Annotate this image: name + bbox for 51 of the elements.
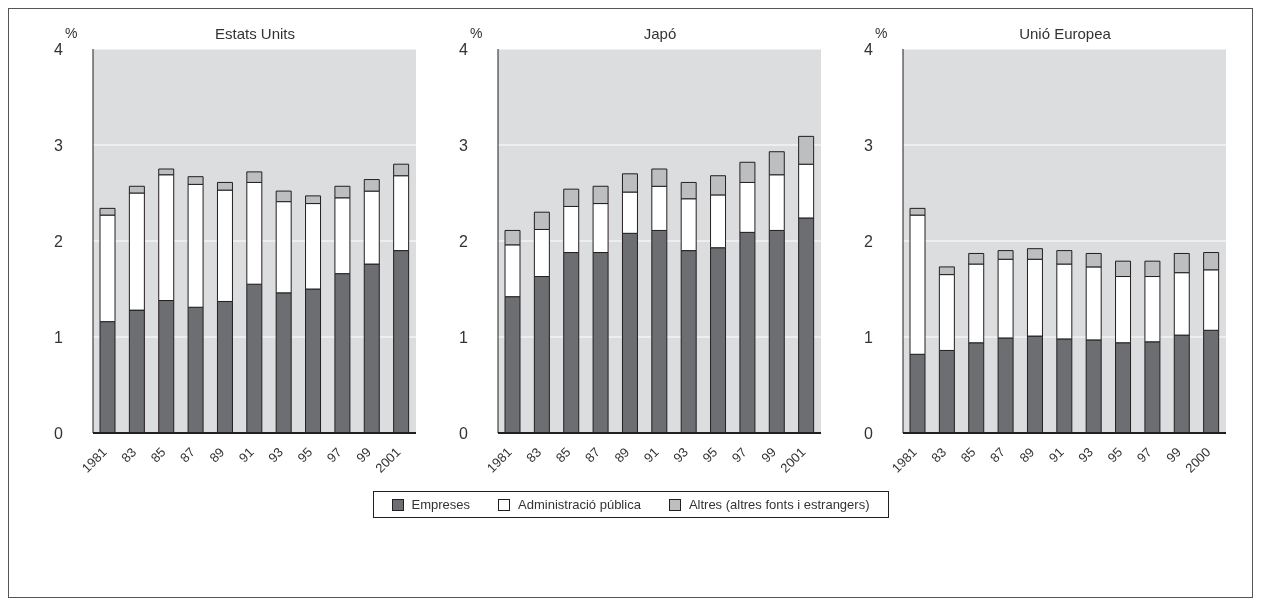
legend-label: Administració pública [517, 497, 641, 512]
y-axis-title: % [875, 25, 888, 41]
x-tick-label: 89 [611, 444, 633, 466]
y-tick-label: 0 [54, 424, 64, 442]
x-tick-label: 95 [699, 444, 721, 466]
y-tick-label: 1 [459, 328, 469, 346]
y-tick-label: 1 [864, 328, 874, 346]
y-tick-label: 2 [459, 232, 469, 250]
x-tick-label: 87 [582, 444, 603, 466]
x-tick-label: 83 [928, 444, 950, 466]
y-tick-label: 3 [54, 136, 64, 154]
x-tick-label: 95 [1104, 444, 1126, 466]
legend-label: Altres (altres fonts i estrangers) [687, 497, 870, 512]
x-tick-label: 93 [670, 444, 691, 466]
x-tick-label: 95 [294, 444, 316, 466]
chart-title: Unió Europea [1018, 25, 1112, 42]
x-tick-label: 89 [206, 444, 228, 466]
y-tick-label: 0 [864, 424, 874, 442]
x-tick-label: 85 [147, 444, 169, 466]
legend-label: Empreses [410, 497, 471, 512]
x-tick-label: 97 [323, 444, 345, 466]
y-tick-label: 4 [459, 40, 469, 58]
chart-title: Estats Units [214, 25, 296, 42]
x-tick-label: 85 [957, 444, 979, 466]
y-tick-label: 1 [54, 328, 64, 346]
y-tick-label: 2 [54, 232, 64, 250]
x-tick-label: 93 [265, 444, 286, 466]
x-tick-label: 97 [1133, 444, 1155, 466]
x-tick-label: 97 [728, 444, 750, 466]
y-tick-label: 3 [459, 136, 469, 154]
y-tick-label: 4 [54, 40, 64, 58]
x-tick-label: 91 [640, 444, 662, 466]
y-tick-label: 3 [864, 136, 874, 154]
x-tick-label: 89 [1016, 444, 1038, 466]
x-tick-label: 99 [1163, 444, 1185, 466]
y-tick-label: 0 [459, 424, 469, 442]
chart-title: Japó [642, 25, 678, 42]
x-tick-label: 91 [1045, 444, 1067, 466]
y-tick-label: 2 [864, 232, 874, 250]
y-tick-label: 4 [864, 40, 874, 58]
x-tick-label: 85 [552, 444, 574, 466]
x-tick-label: 91 [235, 444, 257, 466]
x-tick-label: 87 [987, 444, 1008, 466]
x-tick-label: 93 [1075, 444, 1096, 466]
y-axis-title: % [470, 25, 483, 41]
x-tick-label: 83 [118, 444, 140, 466]
y-axis-title: % [65, 25, 78, 41]
x-tick-label: 87 [177, 444, 198, 466]
x-tick-label: 99 [353, 444, 375, 466]
x-tick-label: 83 [523, 444, 545, 466]
x-tick-label: 99 [758, 444, 780, 466]
